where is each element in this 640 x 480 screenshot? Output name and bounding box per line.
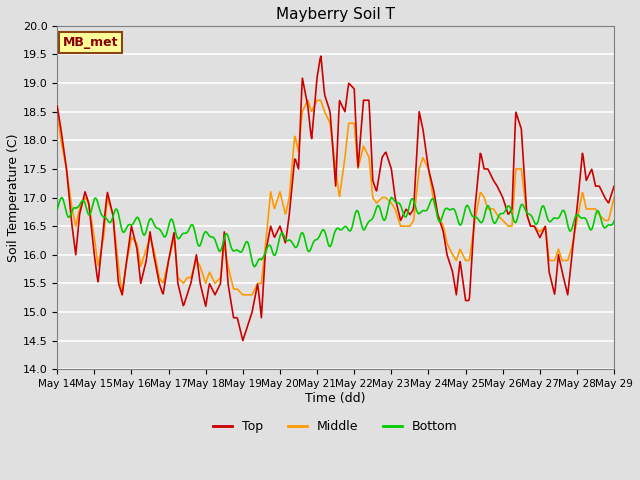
Y-axis label: Soil Temperature (C): Soil Temperature (C) <box>7 133 20 262</box>
X-axis label: Time (dd): Time (dd) <box>305 392 366 405</box>
Title: Mayberry Soil T: Mayberry Soil T <box>276 7 395 22</box>
Legend: Top, Middle, Bottom: Top, Middle, Bottom <box>209 416 463 438</box>
Text: MB_met: MB_met <box>63 36 118 49</box>
